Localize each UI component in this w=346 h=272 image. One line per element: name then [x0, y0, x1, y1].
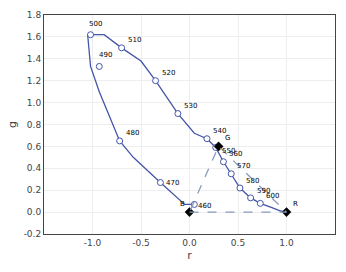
svg-text:510: 510 — [128, 36, 141, 44]
svg-text:470: 470 — [166, 179, 179, 187]
svg-text:600: 600 — [266, 192, 279, 200]
svg-text:-0.2: -0.2 — [24, 229, 42, 239]
svg-text:0.5: 0.5 — [231, 238, 245, 248]
svg-text:460: 460 — [198, 202, 211, 210]
svg-text:540: 540 — [213, 127, 226, 135]
svg-text:1.2: 1.2 — [27, 76, 41, 86]
svg-text:0.6: 0.6 — [27, 142, 42, 152]
svg-text:580: 580 — [246, 177, 259, 185]
svg-text:570: 570 — [237, 162, 250, 170]
svg-text:B: B — [180, 200, 185, 208]
svg-text:530: 530 — [184, 102, 197, 110]
svg-text:0.2: 0.2 — [27, 185, 41, 195]
svg-text:G: G — [225, 134, 230, 142]
svg-text:1.8: 1.8 — [27, 10, 42, 20]
svg-text:0.0: 0.0 — [27, 207, 42, 217]
svg-text:550: 550 — [222, 147, 235, 155]
svg-text:490: 490 — [99, 51, 112, 59]
svg-text:0.0: 0.0 — [182, 238, 197, 248]
svg-text:-0.5: -0.5 — [132, 238, 150, 248]
svg-text:560: 560 — [229, 150, 242, 158]
svg-text:g: g — [6, 121, 19, 128]
svg-text:1.4: 1.4 — [27, 54, 42, 64]
svg-text:480: 480 — [126, 129, 139, 137]
svg-text:0.4: 0.4 — [27, 163, 42, 173]
svg-text:1.0: 1.0 — [279, 238, 294, 248]
svg-text:520: 520 — [162, 69, 175, 77]
svg-text:1.6: 1.6 — [27, 32, 42, 42]
svg-text:500: 500 — [89, 20, 102, 28]
svg-text:-1.0: -1.0 — [84, 238, 102, 248]
svg-text:0.8: 0.8 — [27, 120, 42, 130]
svg-text:R: R — [293, 200, 298, 208]
svg-text:r: r — [187, 249, 192, 262]
svg-text:1.0: 1.0 — [27, 98, 42, 108]
svg-text:590: 590 — [257, 187, 270, 195]
